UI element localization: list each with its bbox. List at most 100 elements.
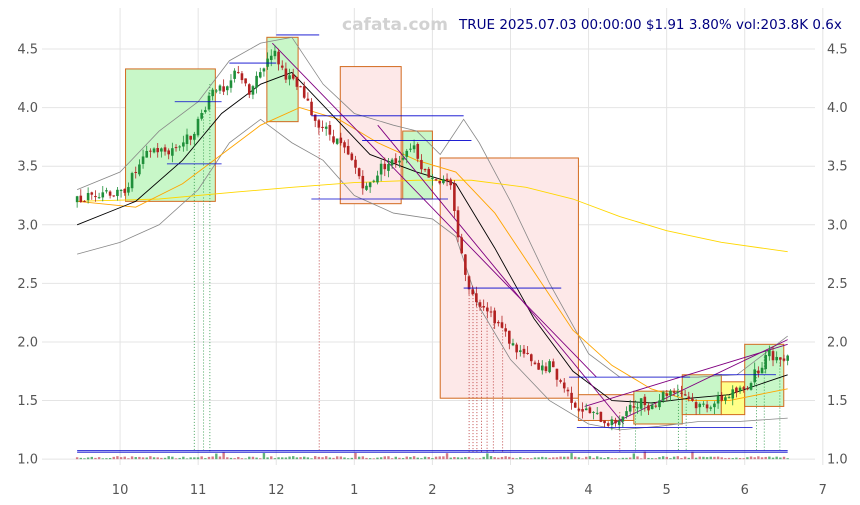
x-tick-label: 2 [428, 483, 436, 498]
volume-bar [511, 457, 515, 460]
volume-bar [259, 458, 262, 460]
volume-bar [548, 457, 551, 460]
volume-bar [409, 457, 412, 460]
x-tick-label: 7 [819, 483, 827, 498]
volume-bar [244, 458, 247, 460]
candle-body [453, 183, 456, 211]
volume-bar [720, 457, 723, 460]
volume-bar [262, 453, 266, 460]
candle-body [152, 148, 156, 153]
range-box [439, 157, 579, 399]
volume-bar [167, 456, 170, 460]
candle-body [672, 391, 676, 393]
candle-body [427, 168, 431, 178]
candle-body [269, 55, 273, 60]
volume-bar [412, 456, 416, 460]
volume-bar [368, 458, 372, 460]
candle-body [731, 389, 735, 399]
candle-body [335, 138, 339, 144]
volume-bar [500, 456, 504, 460]
candle-body [727, 397, 731, 399]
y-tick-label-left: 3.5 [17, 160, 38, 175]
candle-body [145, 150, 149, 158]
candle-body [218, 85, 222, 91]
candle-body [702, 403, 705, 405]
candle-body [365, 185, 368, 190]
volume-bar [746, 457, 749, 460]
volume-bar [669, 458, 672, 460]
volume-bar [211, 456, 214, 460]
candle-body [240, 73, 244, 81]
volume-bar [522, 458, 526, 460]
volume-bar [171, 456, 174, 460]
y-tick-label-right: 4.0 [827, 101, 848, 116]
candle-body [460, 237, 464, 254]
volume-bar [658, 457, 661, 460]
candle-body [768, 349, 771, 357]
candle-body [138, 164, 141, 175]
volume-bar [731, 458, 734, 460]
volume-bar [515, 458, 518, 460]
candle-body [313, 114, 317, 121]
candle-body [185, 134, 189, 145]
candle-body [647, 405, 650, 411]
volume-bar [442, 456, 445, 460]
candle-body [379, 163, 383, 175]
candle-body [116, 189, 119, 197]
candle-body [442, 179, 445, 184]
volume-bar [760, 457, 764, 460]
candle-body [694, 402, 698, 409]
candle-body [515, 344, 518, 353]
volume-bar [724, 458, 727, 460]
volume-bar [215, 453, 218, 460]
quote-header: TRUE 2025.07.03 00:00:00 $1.91 3.80% vol… [459, 17, 842, 33]
candle-body [251, 86, 255, 95]
y-tick-label-left: 2.5 [17, 277, 38, 292]
candle-body [467, 276, 471, 290]
candle-body [588, 407, 592, 414]
candle-body [753, 369, 757, 383]
candlesticks [75, 45, 789, 431]
x-tick-label: 5 [663, 483, 671, 498]
candle-body [471, 289, 474, 295]
volume-bar [193, 457, 196, 460]
volume-bar [335, 456, 339, 460]
volume-bar [753, 457, 756, 460]
candle-body [310, 101, 313, 116]
volume-bar [530, 458, 533, 460]
candle-body [288, 75, 291, 80]
volume-bar [127, 458, 130, 460]
volume-bar [361, 456, 365, 460]
volume-bar [94, 457, 97, 460]
watermark: cafata.com [342, 15, 448, 35]
candle-body [617, 420, 621, 425]
volume-bar [749, 456, 753, 460]
candle-body [350, 153, 354, 160]
candle-body [431, 177, 434, 179]
range-box [402, 130, 433, 200]
candle-body [464, 254, 467, 275]
quote-datetime: 2025.07.03 00:00:00 [499, 17, 642, 33]
candle-body [86, 192, 90, 201]
volume-bar [189, 457, 192, 460]
candle-body [760, 367, 764, 374]
candle-body [416, 143, 420, 159]
volume-bar [654, 458, 658, 460]
volume-bar [83, 458, 86, 460]
volume-bar [141, 457, 145, 460]
quote-ratio: 0.6x [812, 17, 842, 33]
volume-bar [295, 457, 299, 460]
candle-body [475, 293, 478, 303]
candle-body [669, 390, 672, 396]
candle-body [559, 380, 562, 382]
volume-bar [427, 457, 430, 460]
volume-bar [185, 458, 189, 460]
volume-bar [237, 456, 240, 460]
volume-bar [354, 452, 357, 460]
volume-bar [614, 458, 617, 460]
volume-bar [588, 456, 592, 460]
volume-bar [687, 457, 690, 460]
volume-bar [79, 457, 82, 460]
volume-bar [376, 457, 379, 460]
